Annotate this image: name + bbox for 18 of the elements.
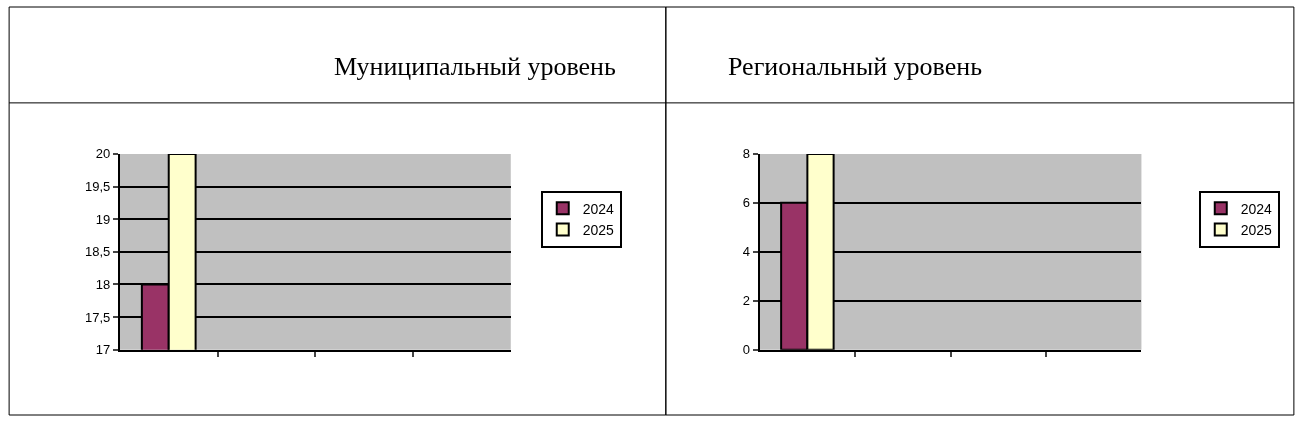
y-tick-label: 18,5: [84, 244, 111, 260]
y-tick-label: 8: [742, 146, 751, 162]
legend-label: 2024: [1240, 200, 1273, 217]
y-tick-label: 2: [742, 293, 751, 309]
y-tick-label: 17,5: [84, 309, 111, 325]
y-tick-label: 17: [95, 342, 111, 358]
y-tick-label: 0: [742, 342, 751, 358]
legend-label: 2025: [582, 221, 615, 238]
y-tick-label: 18: [95, 276, 111, 292]
y-tick-label: 4: [742, 244, 751, 260]
y-tick-label: 6: [742, 195, 751, 211]
y-tick-label: 20: [95, 146, 111, 162]
y-tick-label: 19: [95, 211, 111, 227]
legend-label: 2024: [582, 200, 615, 217]
y-tick-label: 19,5: [84, 179, 111, 195]
legend-label: 2025: [1240, 221, 1273, 238]
chart-title: Региональный уровень: [728, 52, 983, 81]
chart-title: Муниципальный уровень: [334, 52, 617, 81]
